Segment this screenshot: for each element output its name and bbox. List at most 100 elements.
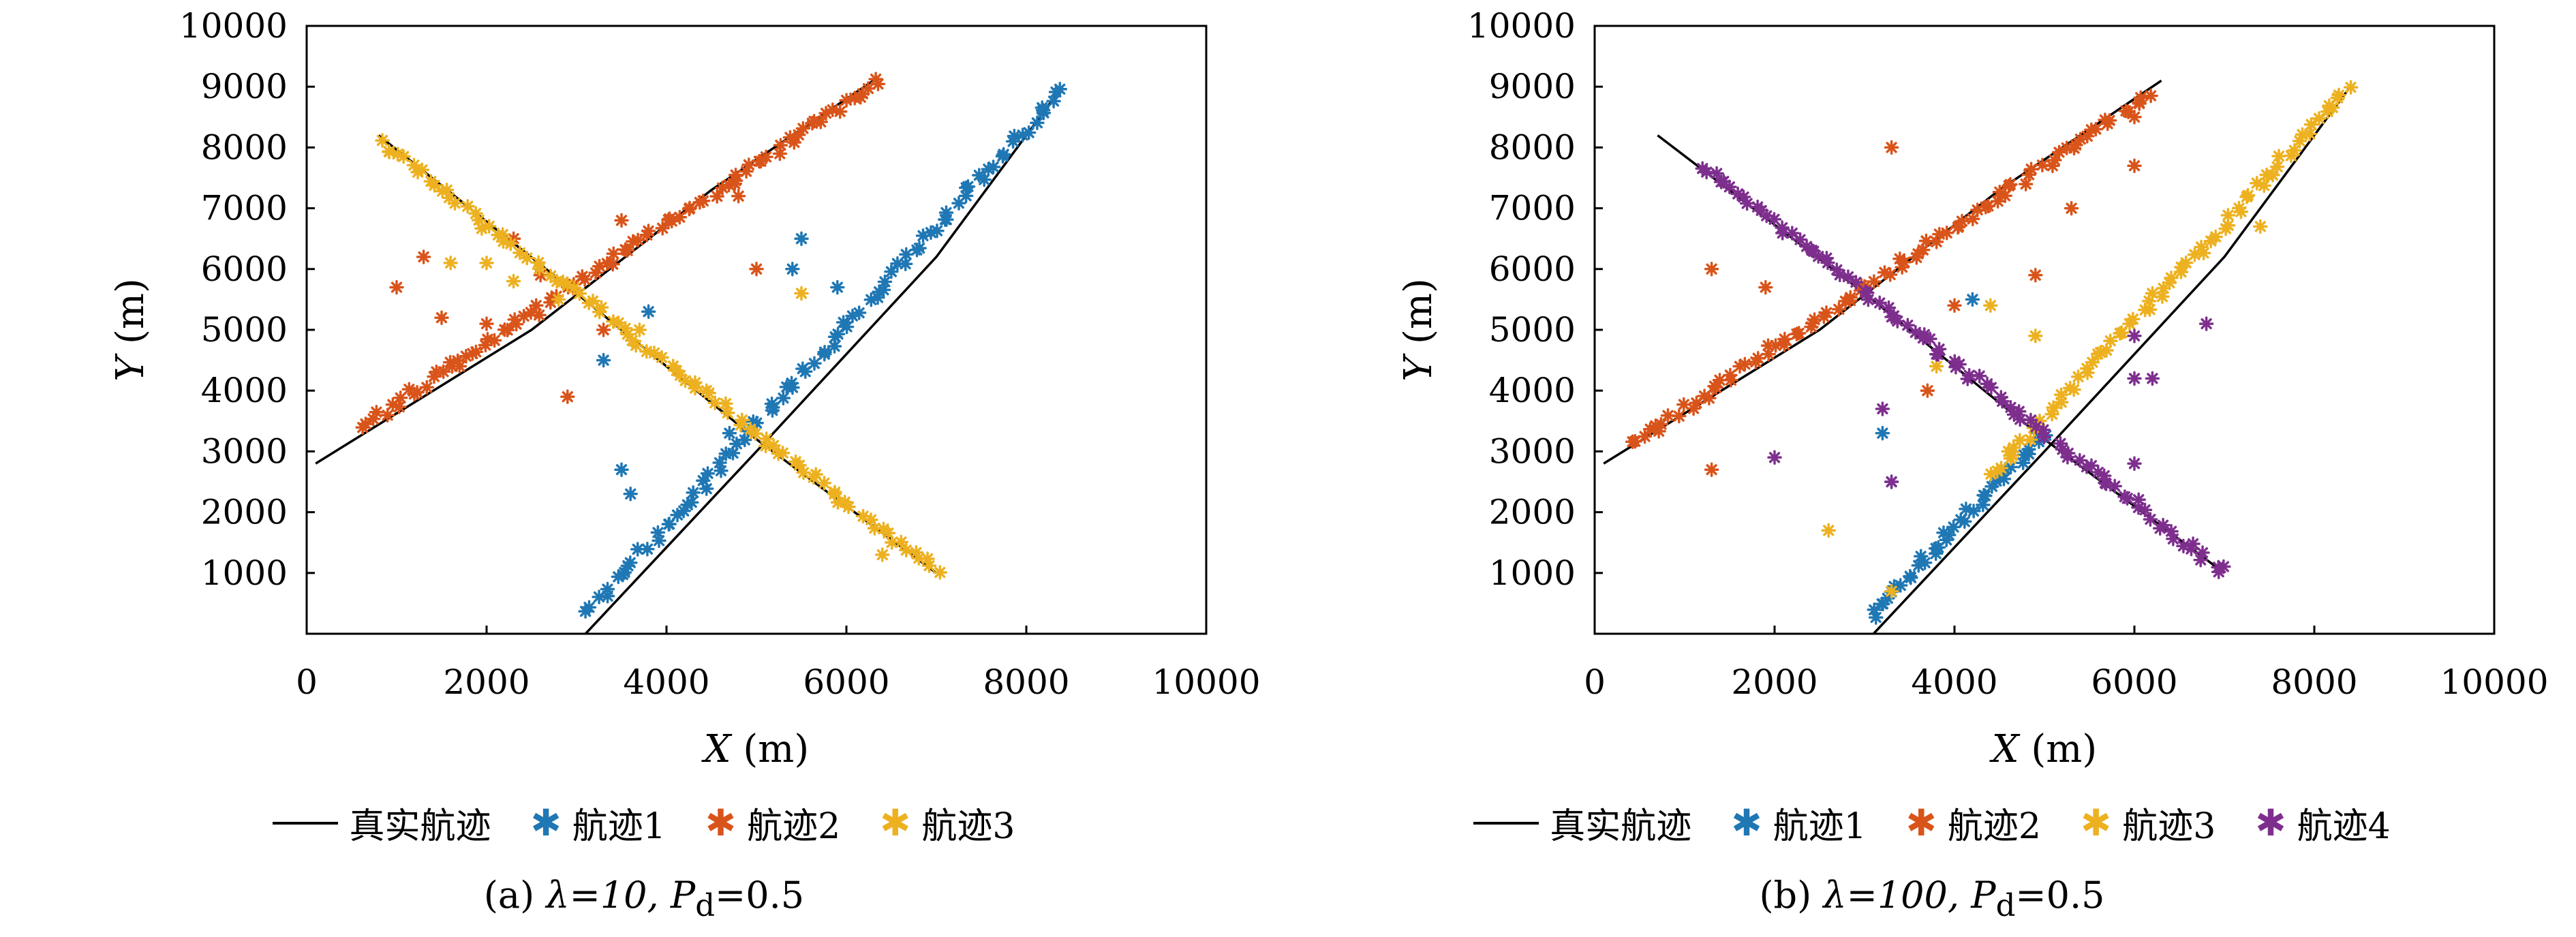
- track-point: [2208, 229, 2223, 245]
- track-point: [512, 245, 527, 260]
- track-point: [1767, 450, 1782, 465]
- track-point: [410, 164, 425, 180]
- x-tick-label: 8000: [2271, 662, 2357, 702]
- track-point: [2303, 117, 2319, 132]
- track-point: [684, 495, 699, 510]
- y-tick-label: 2000: [201, 493, 288, 532]
- track-point: [839, 93, 854, 108]
- track-point: [2137, 502, 2153, 517]
- track-point: [2145, 371, 2160, 386]
- track-point: [2088, 121, 2104, 137]
- track-point: [647, 345, 662, 360]
- track-point: [775, 445, 791, 461]
- track-point: [2021, 442, 2036, 457]
- chart-panel-a: 0 2000 4000 6000 8000 10000 1000 2000 3000 4000 50…: [0, 6, 1288, 923]
- track-point: [1867, 602, 1882, 617]
- track-point: [380, 408, 395, 423]
- track-point: [600, 581, 615, 597]
- track-point: [1785, 226, 1800, 241]
- track-point: [731, 189, 746, 204]
- track-point: [2302, 126, 2317, 142]
- track-point: [2098, 476, 2114, 491]
- track-point: [410, 385, 425, 400]
- track-point: [2253, 219, 2268, 234]
- track-point: [1722, 179, 1737, 194]
- track-point: [585, 293, 600, 309]
- track-point: [435, 364, 451, 380]
- track-point: [600, 256, 615, 271]
- track-point: [2131, 492, 2146, 507]
- caption-a-pd-val: =0.5: [715, 874, 805, 917]
- track-point: [1892, 251, 1907, 266]
- track-point: [1984, 380, 1999, 395]
- track-point: [795, 361, 810, 376]
- track-point: [481, 219, 497, 234]
- y-tick-label: 9000: [1489, 67, 1576, 106]
- track-point: [1875, 401, 1890, 416]
- track-point: [2127, 110, 2142, 125]
- track-point: [1820, 255, 1835, 271]
- legend-label-track2: 航迹2: [747, 806, 841, 847]
- track-point: [1637, 429, 1653, 444]
- track-point: [2028, 328, 2043, 343]
- track-point: [853, 90, 868, 105]
- track-point: [1627, 433, 1643, 449]
- track-point: [2143, 512, 2158, 527]
- track-point: [791, 127, 806, 142]
- track-point: [1993, 461, 2009, 476]
- y-tick-label: 10000: [179, 6, 288, 46]
- track-point: [1052, 82, 1068, 97]
- track-point: [1676, 397, 1691, 412]
- track-point: [1723, 367, 1738, 383]
- track-point: [614, 213, 629, 228]
- y-tick-label: 2000: [1489, 493, 1576, 532]
- track-point: [868, 72, 883, 87]
- track-point: [827, 329, 843, 344]
- track-point: [1030, 115, 1045, 130]
- track-point: [938, 205, 954, 220]
- track-point: [912, 241, 927, 256]
- y-tick-label: 1000: [201, 553, 288, 593]
- track-point: [672, 209, 688, 225]
- track-point: [623, 487, 638, 502]
- caption-a: (a) λ=10, Pd=0.5: [0, 874, 1288, 923]
- track-point: [1775, 226, 1790, 241]
- track-point: [1860, 292, 1876, 307]
- track-point: [729, 436, 744, 452]
- track-point: [817, 344, 832, 360]
- track-point: [442, 190, 457, 206]
- track-point: [2127, 456, 2142, 471]
- track-point: [816, 476, 832, 491]
- track-point: [623, 555, 638, 570]
- track-point: [827, 487, 842, 502]
- star-marker-icon: ✱: [880, 801, 911, 844]
- track-point: [427, 178, 442, 193]
- track-point: [2269, 159, 2285, 174]
- track-point: [782, 129, 798, 145]
- track-point: [1965, 292, 1980, 307]
- track-point: [899, 542, 914, 557]
- track-point: [1867, 274, 1882, 289]
- x-tick-label: 10000: [1152, 662, 1260, 702]
- track-point: [1819, 305, 1834, 320]
- track-point: [1913, 549, 1929, 564]
- track-point: [1929, 346, 1944, 362]
- track-point: [628, 338, 643, 353]
- track-point: [2220, 218, 2236, 233]
- star-marker-icon: ✱: [1905, 801, 1937, 844]
- caption-a-lambda: λ=10,: [546, 874, 671, 917]
- track-point: [529, 298, 544, 313]
- caption-b: (b) λ=100, Pd=0.5: [1288, 874, 2576, 923]
- legend-item-track3: ✱ 航迹3: [2081, 797, 2215, 848]
- legend-label-track1: 航迹1: [572, 806, 666, 847]
- track-point: [447, 196, 463, 211]
- legend-label-track3: 航迹3: [2122, 806, 2216, 847]
- track-point: [712, 455, 727, 470]
- x-tick-label: 6000: [2091, 662, 2177, 702]
- track-point: [2107, 478, 2122, 494]
- track-point: [1843, 290, 1858, 305]
- legend-item-track1: ✱ 航迹1: [1731, 797, 1866, 848]
- track-point: [794, 231, 809, 246]
- track-point: [921, 558, 937, 573]
- track-point: [596, 352, 611, 368]
